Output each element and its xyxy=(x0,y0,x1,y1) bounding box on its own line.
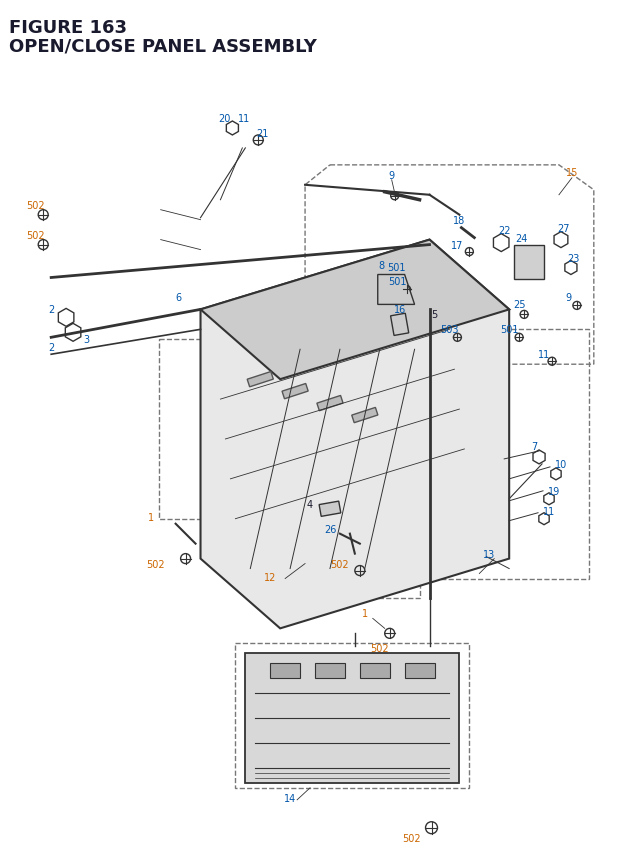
Text: 20: 20 xyxy=(218,114,230,124)
Text: 14: 14 xyxy=(284,793,296,802)
Bar xyxy=(352,408,378,424)
Text: 18: 18 xyxy=(453,215,465,226)
Text: 25: 25 xyxy=(513,300,525,310)
Text: 501: 501 xyxy=(387,263,406,272)
Bar xyxy=(315,664,345,678)
Text: 502: 502 xyxy=(26,201,45,210)
Text: 26: 26 xyxy=(324,524,336,534)
Text: 6: 6 xyxy=(175,293,182,303)
Text: 9: 9 xyxy=(566,293,572,303)
Text: 502: 502 xyxy=(331,559,349,569)
Text: 8: 8 xyxy=(379,260,385,270)
Text: 503: 503 xyxy=(440,325,459,335)
Text: 19: 19 xyxy=(548,486,560,496)
Text: 502: 502 xyxy=(403,833,421,843)
Text: 27: 27 xyxy=(557,223,570,233)
Bar xyxy=(404,664,435,678)
Text: 501: 501 xyxy=(500,325,518,335)
Text: 502: 502 xyxy=(147,559,165,569)
Bar xyxy=(390,314,409,336)
Text: 11: 11 xyxy=(538,350,550,360)
Text: 5: 5 xyxy=(431,310,438,320)
Bar xyxy=(317,396,343,412)
Bar xyxy=(270,664,300,678)
Bar xyxy=(247,372,273,387)
Text: 9: 9 xyxy=(388,170,395,181)
Bar xyxy=(319,502,340,517)
Text: 501: 501 xyxy=(388,277,407,288)
Text: 21: 21 xyxy=(256,129,268,139)
Text: 2: 2 xyxy=(48,305,54,315)
Text: 22: 22 xyxy=(498,226,511,235)
Text: 502: 502 xyxy=(371,643,389,653)
Bar xyxy=(360,664,390,678)
Text: 11: 11 xyxy=(543,506,555,516)
Text: 24: 24 xyxy=(515,233,527,244)
Polygon shape xyxy=(245,653,460,783)
Text: 3: 3 xyxy=(83,335,89,345)
Text: 1: 1 xyxy=(148,512,154,522)
Text: 17: 17 xyxy=(451,240,463,251)
Text: 502: 502 xyxy=(26,231,45,240)
Text: 16: 16 xyxy=(394,305,406,315)
Text: FIGURE 163: FIGURE 163 xyxy=(10,19,127,37)
Text: 7: 7 xyxy=(531,442,537,451)
Text: 2: 2 xyxy=(48,343,54,353)
Text: 13: 13 xyxy=(483,549,495,559)
Text: OPEN/CLOSE PANEL ASSEMBLY: OPEN/CLOSE PANEL ASSEMBLY xyxy=(10,37,317,55)
Text: 1: 1 xyxy=(362,609,368,619)
Polygon shape xyxy=(200,240,509,380)
Polygon shape xyxy=(514,245,544,280)
Text: 23: 23 xyxy=(568,253,580,263)
Text: 11: 11 xyxy=(238,114,250,124)
Text: 10: 10 xyxy=(555,460,567,469)
Text: 15: 15 xyxy=(566,168,578,177)
Polygon shape xyxy=(378,276,415,305)
Bar xyxy=(282,384,308,400)
Text: 4: 4 xyxy=(307,499,313,509)
Polygon shape xyxy=(200,240,509,629)
Text: 12: 12 xyxy=(264,572,276,582)
